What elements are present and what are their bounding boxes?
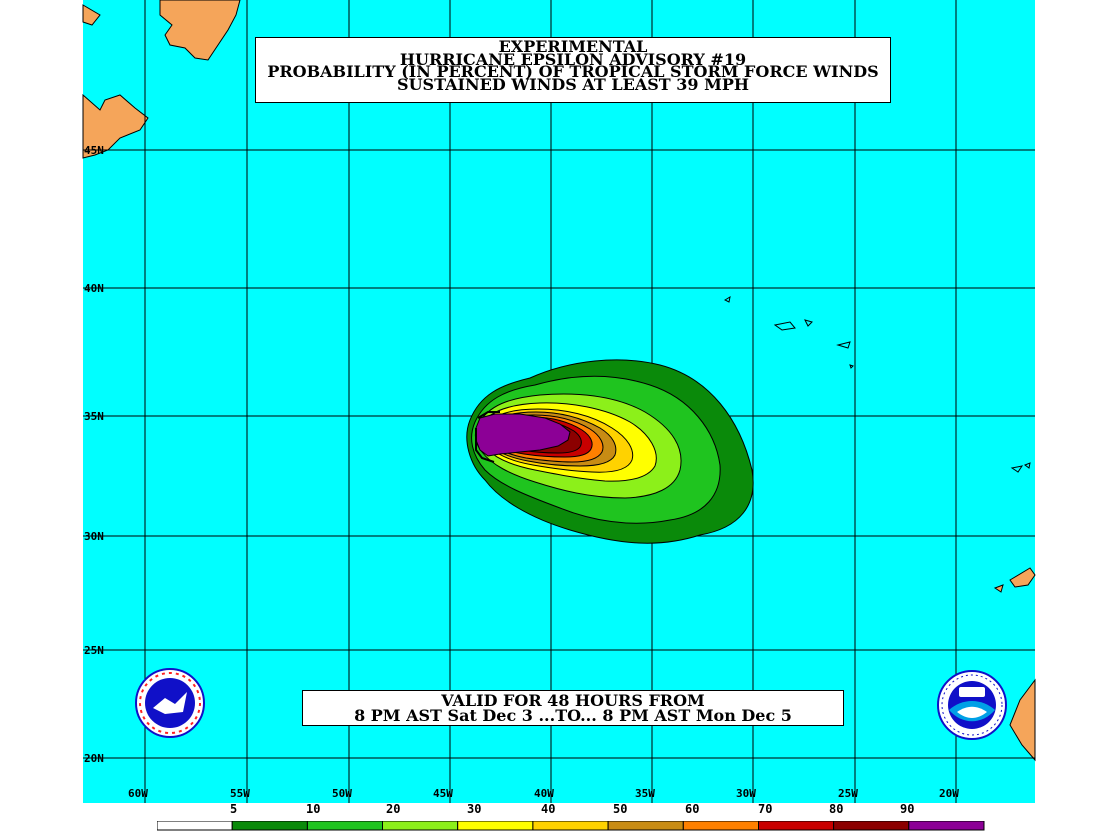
legend-color-bar: [157, 821, 985, 831]
legend-swatch: [382, 821, 459, 831]
legend-swatch: [157, 821, 233, 831]
title-line-4: SUSTAINED WINDS AT LEAST 39 MPH: [397, 74, 749, 94]
legend-label: 90: [900, 802, 915, 816]
lon-label-50w: 50W: [332, 787, 352, 800]
azores-islands: [723, 295, 1031, 473]
lon-label-60w: 60W: [128, 787, 148, 800]
lat-label-35n: 35N: [84, 410, 104, 423]
legend-label: 5: [230, 802, 238, 816]
lat-label-20n: 20N: [84, 752, 104, 765]
legend-swatch: [457, 821, 534, 831]
grid-lines: [83, 0, 1035, 803]
legend-label: 70: [758, 802, 773, 816]
legend-label: 30: [467, 802, 482, 816]
legend-label: 20: [386, 802, 401, 816]
lon-label-25w: 25W: [838, 787, 858, 800]
title-box: EXPERIMENTAL HURRICANE EPSILON ADVISORY …: [255, 37, 891, 103]
lon-label-30w: 30W: [736, 787, 756, 800]
lat-label-45n: 45N: [84, 144, 104, 157]
legend-swatch: [532, 821, 609, 831]
nws-logo-icon: [135, 668, 205, 738]
lon-label-40w: 40W: [534, 787, 554, 800]
storm-core-outline: [475, 411, 500, 463]
lon-label-45w: 45W: [433, 787, 453, 800]
valid-period-box: VALID FOR 48 HOURS FROM 8 PM AST Sat Dec…: [302, 690, 844, 726]
lat-label-25n: 25N: [84, 644, 104, 657]
legend-swatch: [908, 821, 985, 831]
valid-line-2: 8 PM AST Sat Dec 3 ...TO... 8 PM AST Mon…: [354, 705, 792, 725]
lon-label-35w: 35W: [635, 787, 655, 800]
lat-label-30n: 30N: [84, 530, 104, 543]
noaa-logo-icon: [937, 670, 1007, 740]
title-line-1: EXPERIMENTAL: [498, 37, 648, 56]
legend-label: 40: [541, 802, 556, 816]
lat-label-40n: 40N: [84, 282, 104, 295]
valid-line-1: VALID FOR 48 HOURS FROM: [441, 691, 705, 710]
legend-swatch: [607, 821, 684, 831]
legend-swatch: [758, 821, 835, 831]
legend-label: 10: [306, 802, 321, 816]
legend-label: 50: [613, 802, 628, 816]
probability-contours: [466, 359, 754, 544]
legend-label: 80: [829, 802, 844, 816]
lon-label-20w: 20W: [939, 787, 959, 800]
legend-swatch: [306, 821, 384, 831]
contour-90: [475, 413, 571, 457]
land-masses: [82, 0, 1036, 762]
legend-swatch: [682, 821, 759, 831]
title-line-3: PROBABILITY (IN PERCENT) OF TROPICAL STO…: [267, 62, 879, 81]
legend-swatch: [833, 821, 910, 831]
title-line-2: HURRICANE EPSILON ADVISORY #19: [399, 49, 747, 69]
lon-label-55w: 55W: [230, 787, 250, 800]
legend-label: 60: [685, 802, 700, 816]
legend-swatch: [231, 821, 308, 831]
